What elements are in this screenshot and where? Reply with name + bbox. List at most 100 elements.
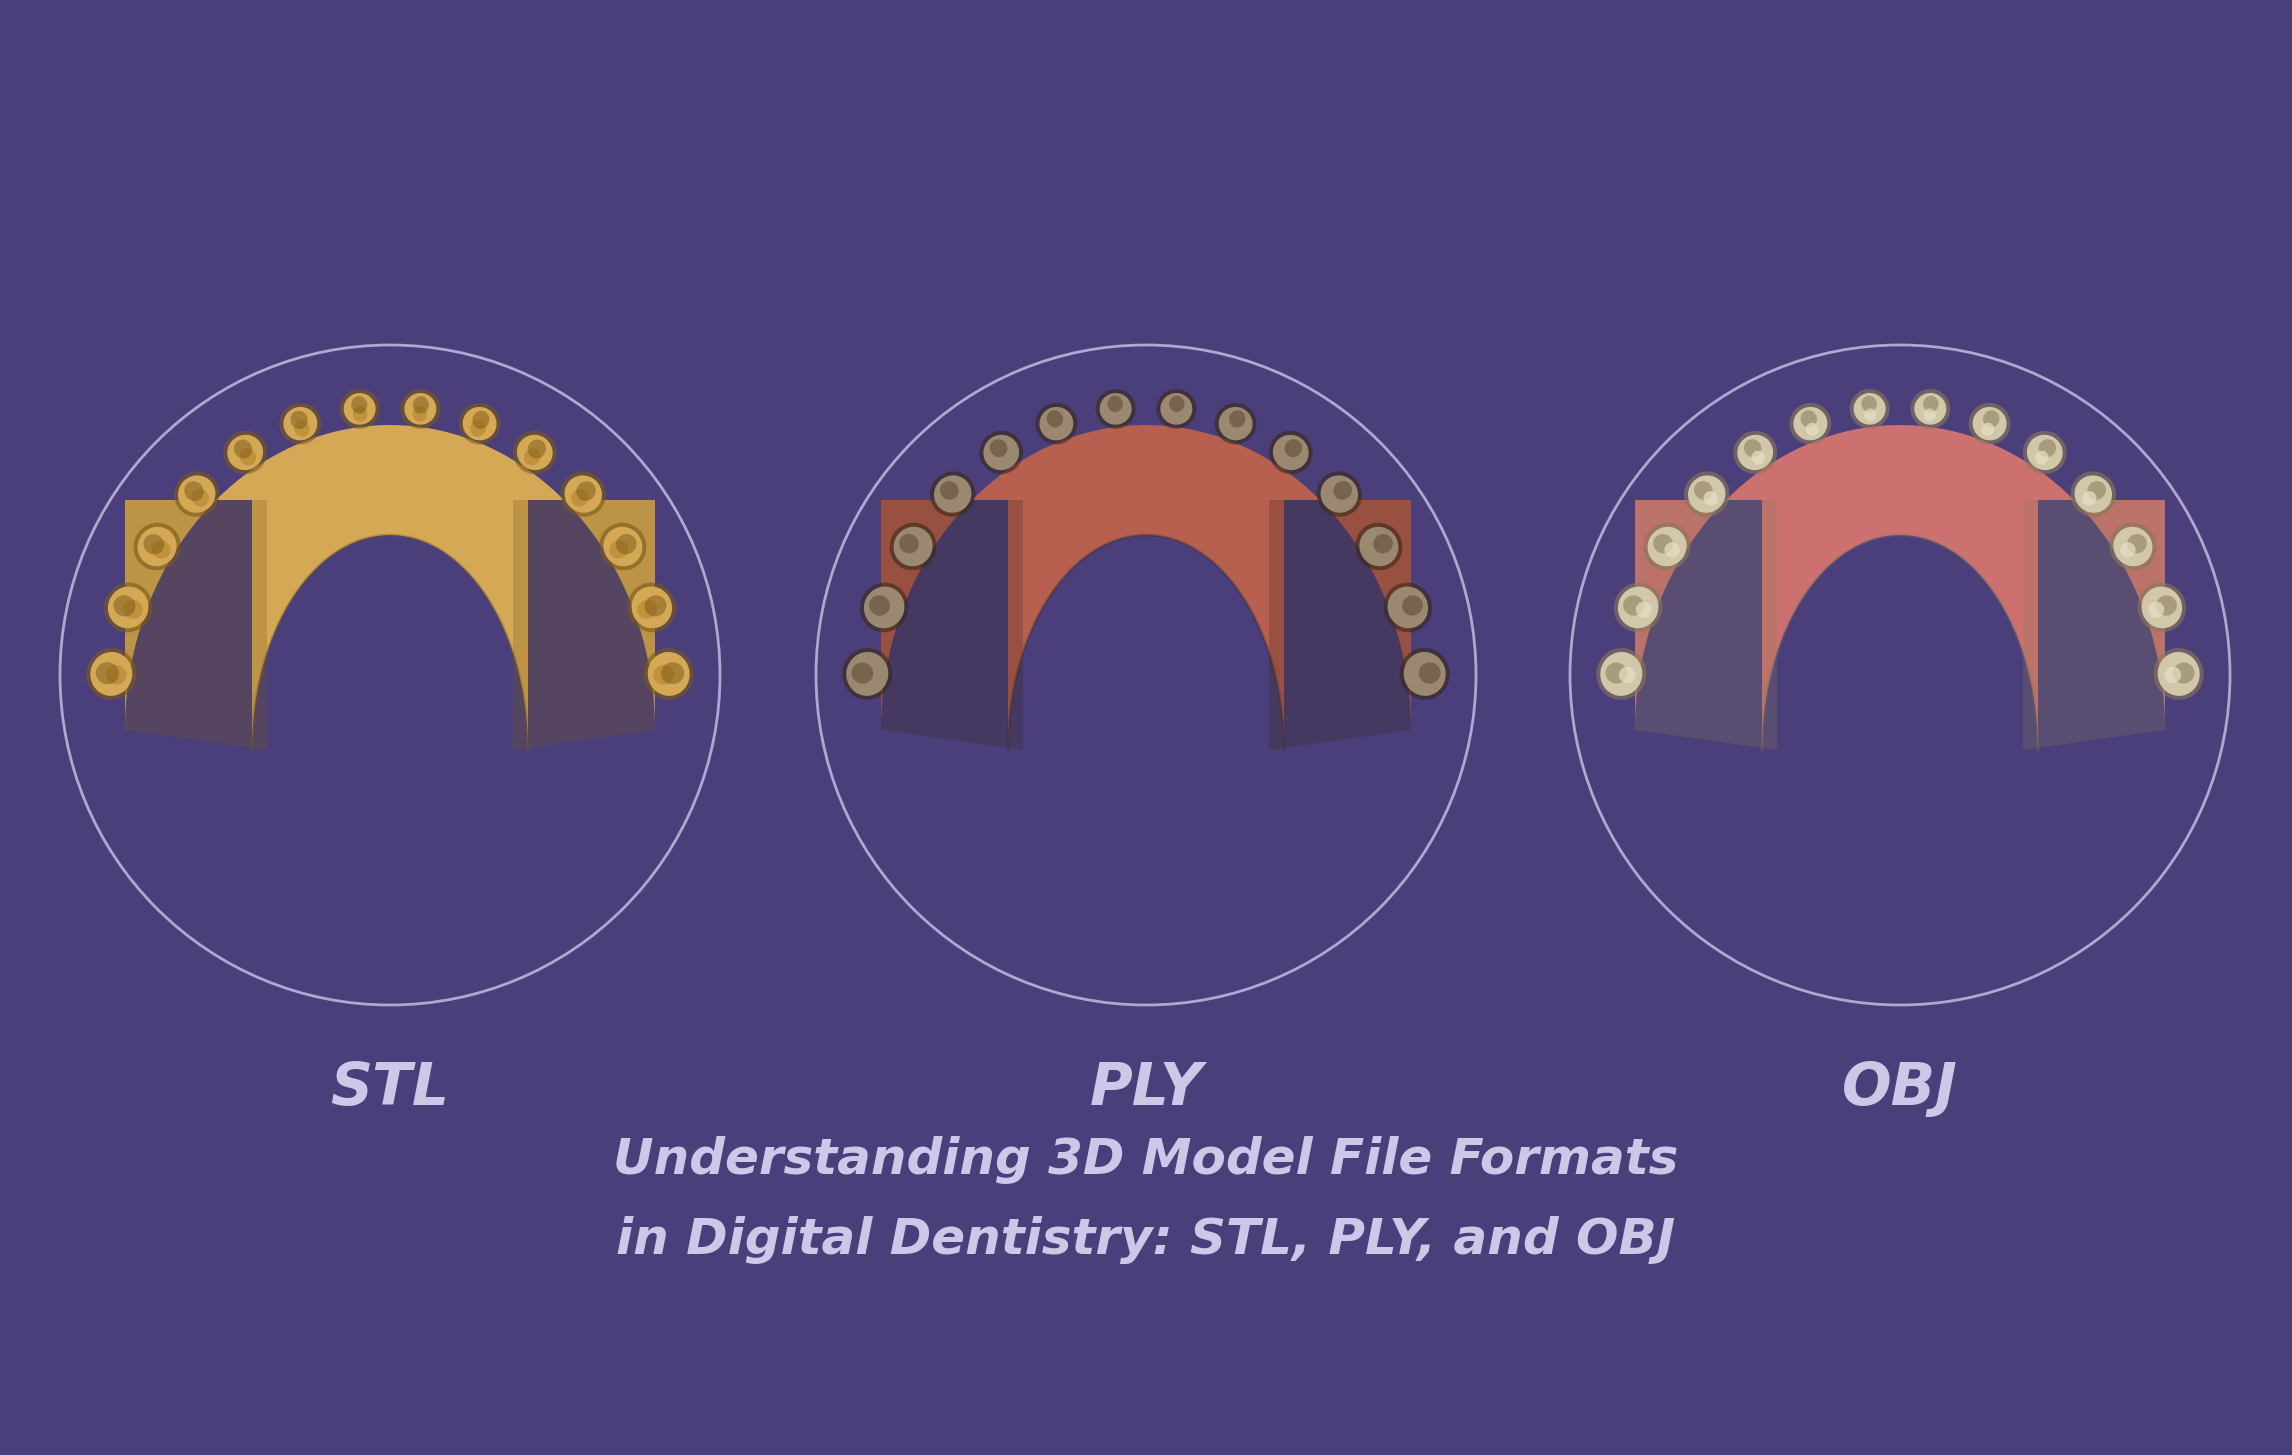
Ellipse shape (1653, 534, 1673, 553)
Ellipse shape (1863, 409, 1877, 420)
Ellipse shape (1229, 410, 1245, 428)
Polygon shape (1634, 501, 1776, 749)
Ellipse shape (470, 420, 486, 436)
Ellipse shape (2148, 602, 2164, 618)
Ellipse shape (2081, 492, 2097, 506)
Ellipse shape (562, 471, 605, 517)
Ellipse shape (2127, 534, 2148, 553)
Text: PLY: PLY (1089, 1061, 1203, 1117)
Ellipse shape (1923, 396, 1939, 412)
Ellipse shape (649, 652, 690, 695)
Ellipse shape (1648, 527, 1687, 566)
Text: OBJ: OBJ (1843, 1061, 1957, 1117)
Polygon shape (1634, 425, 2166, 749)
Ellipse shape (603, 527, 642, 566)
Ellipse shape (610, 540, 628, 559)
Text: in Digital Dentistry: STL, PLY, and OBJ: in Digital Dentistry: STL, PLY, and OBJ (617, 1216, 1675, 1264)
Ellipse shape (2157, 595, 2177, 615)
Ellipse shape (940, 482, 958, 499)
Ellipse shape (89, 652, 133, 695)
Ellipse shape (1403, 652, 1446, 695)
Ellipse shape (1169, 396, 1185, 412)
Ellipse shape (841, 647, 892, 700)
Ellipse shape (2138, 582, 2187, 633)
Ellipse shape (894, 527, 933, 566)
Ellipse shape (2141, 586, 2182, 629)
Ellipse shape (413, 406, 426, 422)
Ellipse shape (1744, 439, 1763, 457)
Ellipse shape (2035, 451, 2049, 464)
Ellipse shape (2026, 435, 2063, 470)
Text: STL: STL (330, 1061, 449, 1117)
Ellipse shape (846, 652, 889, 695)
Ellipse shape (864, 586, 905, 629)
Ellipse shape (1802, 410, 1818, 428)
Ellipse shape (1595, 647, 1646, 700)
Ellipse shape (983, 435, 1020, 470)
Ellipse shape (1983, 410, 1999, 428)
Ellipse shape (860, 582, 908, 633)
Ellipse shape (1923, 409, 1937, 420)
Ellipse shape (1694, 482, 1712, 499)
Ellipse shape (2173, 662, 2193, 684)
Ellipse shape (190, 489, 209, 506)
Ellipse shape (353, 406, 367, 422)
Polygon shape (1270, 501, 1412, 749)
Ellipse shape (284, 407, 316, 441)
Ellipse shape (1664, 543, 1680, 557)
Ellipse shape (291, 410, 307, 429)
Ellipse shape (644, 647, 694, 700)
Ellipse shape (2070, 471, 2116, 517)
Ellipse shape (1403, 595, 1423, 615)
Ellipse shape (644, 595, 667, 617)
Ellipse shape (1636, 602, 1653, 618)
Ellipse shape (1980, 422, 1994, 436)
Ellipse shape (344, 393, 376, 425)
Text: Understanding 3D Model File Formats: Understanding 3D Model File Formats (614, 1136, 1678, 1184)
Ellipse shape (2088, 482, 2106, 499)
Ellipse shape (2154, 647, 2203, 700)
Ellipse shape (1160, 393, 1192, 425)
Ellipse shape (1643, 522, 1691, 570)
Ellipse shape (108, 586, 149, 629)
Ellipse shape (1316, 471, 1361, 517)
Ellipse shape (850, 662, 873, 684)
Ellipse shape (138, 527, 176, 566)
Ellipse shape (1036, 403, 1077, 444)
Ellipse shape (564, 476, 603, 512)
Ellipse shape (105, 665, 126, 685)
Ellipse shape (238, 448, 257, 466)
Ellipse shape (869, 595, 889, 615)
Ellipse shape (1703, 492, 1719, 506)
Ellipse shape (222, 431, 268, 474)
Ellipse shape (1604, 662, 1627, 684)
Ellipse shape (1384, 582, 1432, 633)
Ellipse shape (1100, 393, 1132, 425)
Ellipse shape (1334, 482, 1352, 499)
Ellipse shape (1792, 407, 1827, 441)
Ellipse shape (472, 410, 490, 429)
Ellipse shape (1096, 388, 1135, 429)
Ellipse shape (931, 471, 976, 517)
Polygon shape (880, 425, 1412, 749)
Ellipse shape (1215, 403, 1256, 444)
Ellipse shape (1320, 476, 1359, 512)
Ellipse shape (898, 534, 919, 553)
Ellipse shape (2164, 666, 2182, 684)
Ellipse shape (1157, 388, 1196, 429)
Ellipse shape (2024, 431, 2067, 474)
Ellipse shape (1806, 422, 1820, 436)
Ellipse shape (1284, 439, 1302, 457)
Ellipse shape (1914, 393, 1946, 425)
Ellipse shape (628, 582, 676, 633)
Ellipse shape (1623, 595, 1643, 615)
Ellipse shape (2113, 527, 2152, 566)
Ellipse shape (1107, 396, 1123, 412)
Ellipse shape (513, 431, 557, 474)
Ellipse shape (2109, 522, 2157, 570)
Ellipse shape (2120, 543, 2136, 557)
Ellipse shape (227, 435, 264, 470)
Ellipse shape (96, 662, 119, 684)
Ellipse shape (1973, 407, 2006, 441)
Ellipse shape (174, 471, 220, 517)
